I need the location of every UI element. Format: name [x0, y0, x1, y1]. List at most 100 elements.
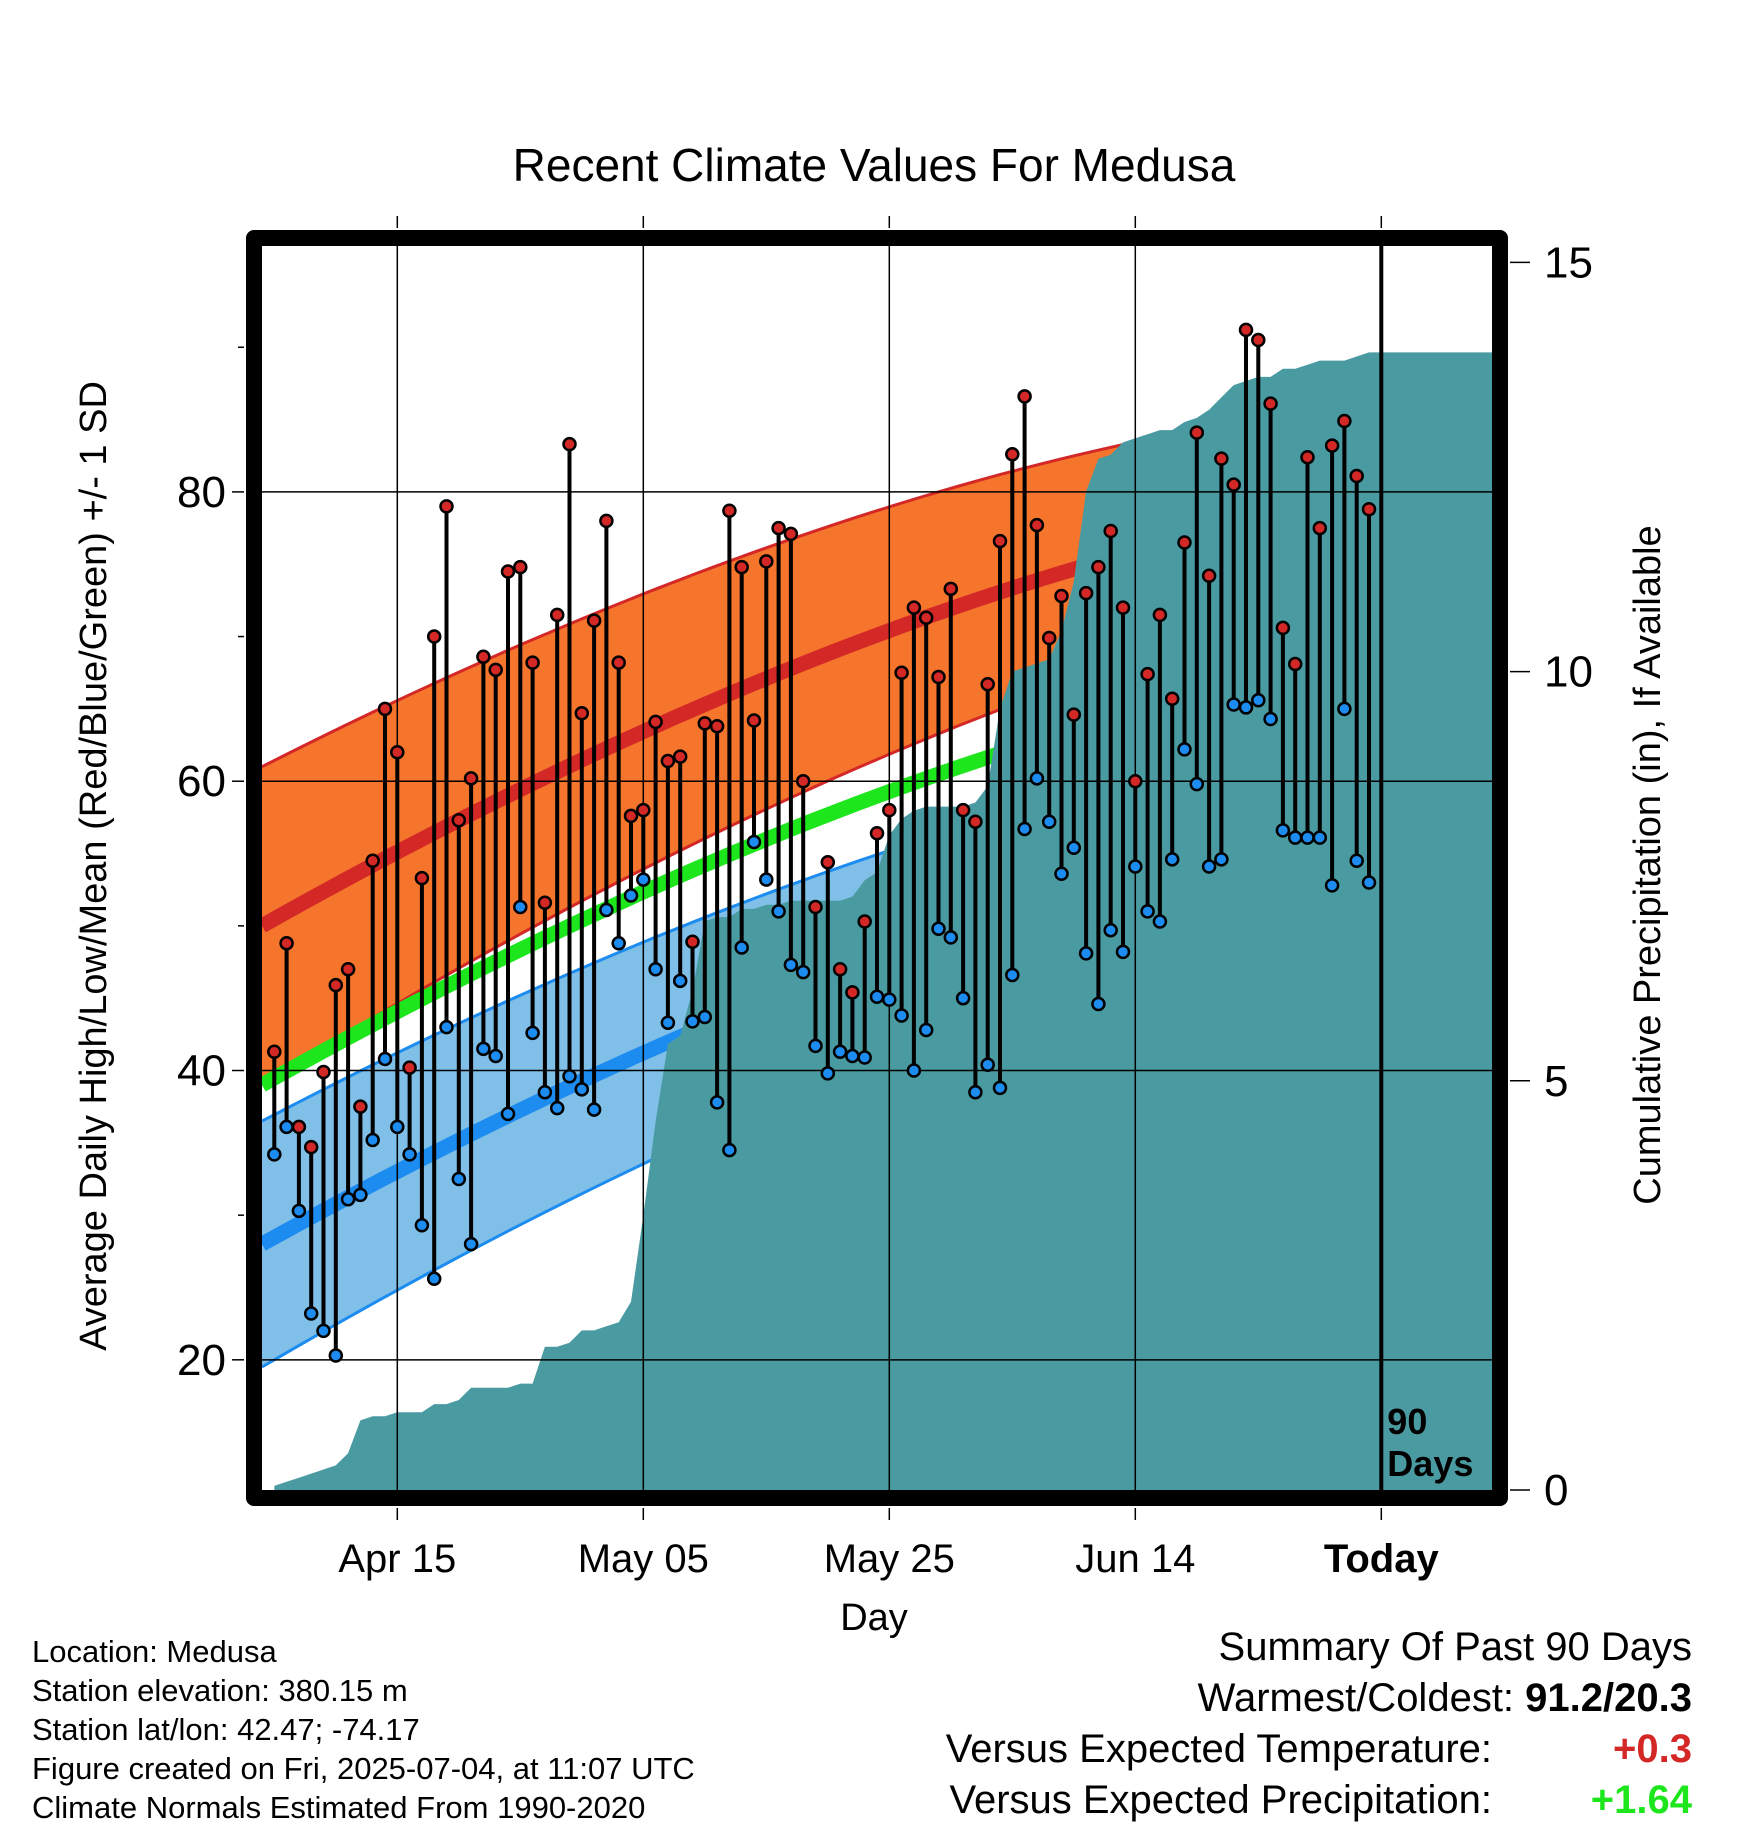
summary-panel: Summary Of Past 90 Days Warmest/Coldest:…	[946, 1622, 1692, 1826]
normals-text: Climate Normals Estimated From 1990-2020	[32, 1790, 646, 1825]
low-point	[340, 1192, 356, 1207]
high-point	[525, 655, 540, 670]
precip-label: Versus Expected Precipitation:	[949, 1778, 1492, 1822]
temp-row: Versus Expected Temperature: +0.3	[946, 1724, 1692, 1775]
station-info: Location: Medusa Station elevation: 380.…	[32, 1632, 695, 1827]
high-point	[279, 935, 294, 951]
high-point	[562, 436, 577, 452]
low-point	[623, 888, 639, 903]
y-tick-label: 60	[177, 757, 226, 806]
low-point	[709, 1095, 725, 1110]
low-point	[1349, 853, 1364, 869]
high-point	[267, 1044, 282, 1059]
low-point	[1238, 700, 1254, 715]
high-point	[426, 629, 442, 644]
low-point	[882, 992, 897, 1007]
high-point	[685, 934, 700, 950]
low-point	[488, 1048, 503, 1064]
y2-tick-label: 10	[1544, 648, 1593, 697]
temp-value: +0.3	[1613, 1727, 1692, 1771]
high-point	[328, 977, 344, 993]
high-point	[476, 649, 491, 665]
high-point	[500, 564, 516, 579]
low-point	[968, 1084, 983, 1100]
low-point	[1066, 840, 1082, 855]
high-point	[1300, 449, 1315, 465]
high-point	[845, 985, 860, 1000]
high-point	[611, 655, 626, 670]
high-point	[722, 503, 737, 518]
high-point	[513, 559, 528, 575]
low-point	[291, 1203, 307, 1219]
created-text: Figure created on Fri, 2025-07-04, at 11…	[32, 1751, 695, 1786]
x-axis-label: Day	[840, 1597, 908, 1639]
low-point	[1115, 944, 1131, 960]
high-point	[931, 669, 946, 685]
high-point	[353, 1099, 368, 1114]
low-point	[1189, 776, 1205, 792]
low-point	[426, 1271, 442, 1287]
low-point	[451, 1171, 467, 1187]
low-point	[1361, 875, 1377, 890]
low-point	[832, 1044, 848, 1059]
today-marker-label: Days	[1387, 1443, 1473, 1484]
high-point	[709, 718, 725, 734]
high-point	[291, 1119, 307, 1135]
high-point	[599, 513, 614, 529]
low-point	[697, 1009, 713, 1025]
low-point	[1017, 821, 1032, 837]
low-point	[513, 899, 528, 915]
high-point	[672, 749, 688, 764]
low-point	[869, 989, 885, 1004]
high-point	[488, 662, 503, 678]
low-point	[771, 904, 786, 919]
low-point	[1287, 830, 1303, 845]
high-point	[463, 771, 479, 786]
y-tick-label: 40	[177, 1047, 226, 1096]
low-point	[1005, 967, 1020, 983]
high-point	[1263, 396, 1278, 411]
high-point	[968, 814, 983, 829]
high-point	[574, 705, 590, 721]
high-point	[660, 753, 676, 769]
low-point	[1029, 771, 1045, 786]
low-point	[303, 1306, 319, 1321]
y2-tick-label: 15	[1544, 238, 1593, 287]
precipitation-area	[274, 352, 1492, 1490]
low-point	[795, 964, 811, 980]
y2-axis-label: Cumulative Precipitation (in), If Availa…	[1627, 525, 1669, 1204]
latlon-text: Station lat/lon: 42.47; -74.17	[32, 1712, 420, 1747]
low-point	[402, 1147, 417, 1162]
high-point	[1349, 468, 1364, 484]
low-point	[1054, 866, 1069, 882]
low-point	[1324, 878, 1340, 893]
x-tick-label: May 25	[824, 1537, 955, 1581]
high-point	[316, 1064, 331, 1080]
high-point	[648, 714, 663, 730]
low-point	[1312, 830, 1328, 845]
low-point	[918, 1022, 934, 1038]
low-point	[820, 1066, 836, 1081]
high-point	[783, 526, 799, 542]
high-point	[1103, 523, 1118, 539]
low-point	[759, 872, 774, 887]
low-point	[611, 935, 626, 951]
low-point	[685, 1014, 700, 1029]
high-point	[1201, 568, 1217, 584]
high-point	[1287, 656, 1303, 672]
high-point	[1164, 691, 1180, 707]
low-point	[734, 940, 749, 955]
y-tick-label: 20	[177, 1336, 226, 1385]
low-point	[955, 990, 971, 1006]
high-point	[340, 962, 356, 977]
high-point	[918, 610, 934, 626]
x-tick-label: Apr 15	[338, 1537, 456, 1581]
low-point	[636, 872, 651, 887]
low-point	[931, 921, 946, 937]
elevation-text: Station elevation: 380.15 m	[32, 1673, 408, 1708]
x-tick-label: May 05	[578, 1537, 709, 1581]
high-point	[623, 808, 639, 824]
low-point	[943, 930, 959, 945]
